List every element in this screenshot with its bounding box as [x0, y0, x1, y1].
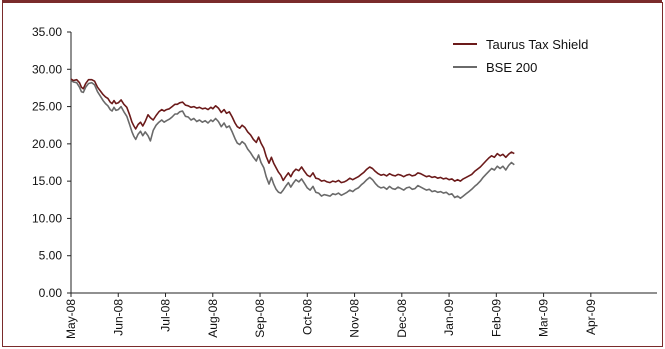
series-lines-group: [70, 78, 515, 200]
legend-label: BSE 200: [486, 60, 537, 75]
legend: Taurus Tax Shield BSE 200: [453, 37, 588, 75]
y-tick-label: 10.00: [32, 211, 62, 225]
x-tick-label: May-08: [64, 299, 78, 339]
y-tick-label: 35.00: [32, 25, 62, 39]
x-tick-label: Nov-08: [348, 299, 362, 338]
y-tick-label: 0.00: [39, 286, 63, 300]
x-tick-label: Feb-09: [489, 299, 503, 337]
ticks-group: 35.0030.0025.0020.0015.0010.005.000.00Ma…: [32, 25, 598, 339]
frame-top-rule: [2, 0, 662, 3]
x-tick-label: Dec-08: [395, 299, 409, 338]
axes-group: [70, 32, 657, 294]
x-tick-label: Sep-08: [253, 299, 267, 338]
series-line: [70, 79, 515, 200]
x-tick-label: Jun-08: [111, 299, 125, 336]
x-tick-label: Mar-09: [537, 299, 551, 337]
y-tick-label: 15.00: [32, 174, 62, 188]
x-tick-label: Aug-08: [206, 299, 220, 338]
y-tick-label: 25.00: [32, 100, 62, 114]
y-tick-label: 5.00: [39, 249, 63, 263]
x-tick-label: Apr-09: [584, 299, 598, 335]
x-tick-label: Oct-08: [300, 299, 314, 335]
series-line: [70, 78, 515, 184]
x-tick-label: Jul-08: [159, 299, 173, 332]
y-tick-label: 30.00: [32, 62, 62, 76]
legend-label: Taurus Tax Shield: [486, 37, 588, 52]
y-tick-label: 20.00: [32, 137, 62, 151]
x-tick-label: Jan-09: [442, 299, 456, 336]
